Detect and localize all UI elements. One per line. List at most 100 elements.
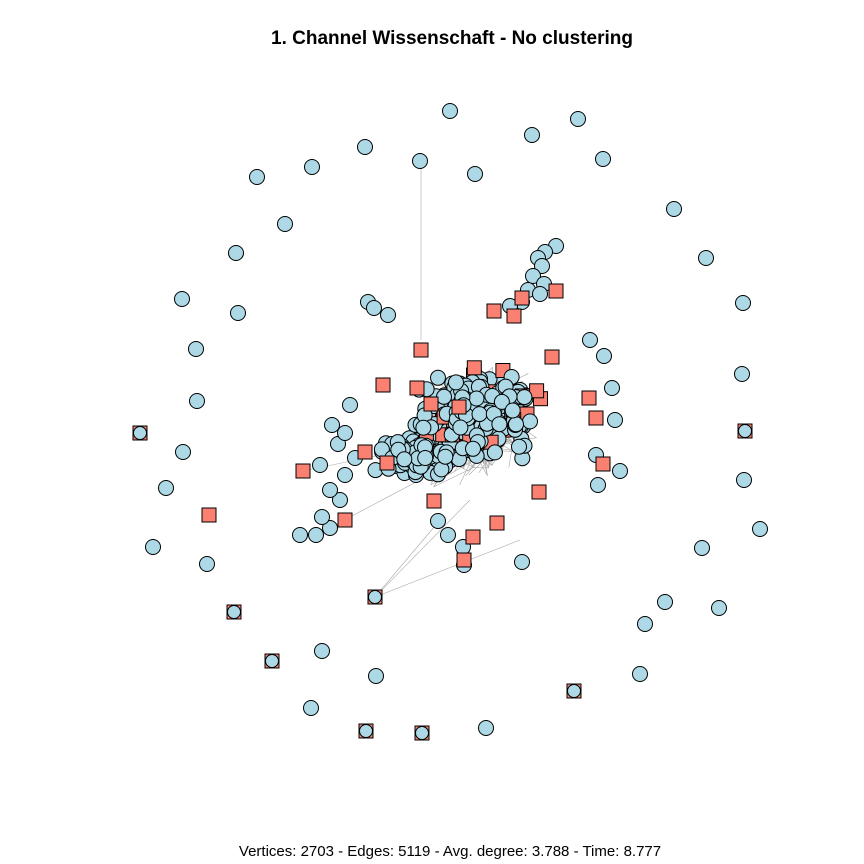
node-circle bbox=[532, 286, 548, 302]
node-square bbox=[456, 552, 472, 568]
node-square bbox=[531, 484, 547, 500]
node-circle bbox=[752, 521, 768, 537]
node-circle bbox=[337, 467, 353, 483]
node-circle bbox=[145, 539, 161, 555]
node-square bbox=[379, 455, 395, 471]
node-circle bbox=[698, 250, 714, 266]
node-square bbox=[413, 342, 429, 358]
node-circle bbox=[734, 366, 750, 382]
node-circle bbox=[612, 463, 628, 479]
node-circle bbox=[417, 450, 434, 466]
node-circle bbox=[486, 444, 503, 461]
node-circle bbox=[249, 169, 265, 185]
node-square bbox=[548, 283, 564, 299]
node-circle bbox=[471, 406, 488, 423]
node-circle bbox=[516, 389, 533, 406]
edge bbox=[374, 519, 441, 598]
node-circle bbox=[632, 666, 648, 682]
node-circle bbox=[534, 258, 550, 274]
node-circle bbox=[312, 457, 328, 473]
node-circle bbox=[357, 139, 373, 155]
node-circle bbox=[437, 448, 454, 465]
node-circle bbox=[158, 480, 174, 496]
node-circle bbox=[508, 416, 524, 433]
edge bbox=[374, 499, 471, 598]
node-square bbox=[529, 383, 545, 399]
node-circle bbox=[596, 348, 612, 364]
node-circle bbox=[736, 472, 752, 488]
plot-caption: Vertices: 2703 - Edges: 5119 - Avg. degr… bbox=[238, 843, 662, 860]
node-circle bbox=[380, 307, 396, 323]
node-circle bbox=[525, 268, 541, 284]
node-circle bbox=[265, 654, 279, 668]
node-circle bbox=[337, 425, 353, 441]
node-circle bbox=[478, 720, 494, 736]
node-circle bbox=[277, 216, 293, 232]
node-circle bbox=[442, 103, 458, 119]
node-circle bbox=[415, 419, 432, 436]
node-circle bbox=[188, 341, 204, 357]
node-square bbox=[357, 444, 373, 460]
node-circle bbox=[738, 424, 752, 438]
node-circle bbox=[304, 159, 320, 175]
node-circle bbox=[582, 332, 598, 348]
node-circle bbox=[412, 153, 428, 169]
node-circle bbox=[324, 417, 340, 433]
edge bbox=[433, 467, 474, 488]
node-circle bbox=[735, 295, 751, 311]
edge bbox=[374, 539, 521, 598]
node-circle bbox=[657, 594, 673, 610]
node-square bbox=[375, 377, 391, 393]
node-circle bbox=[396, 451, 413, 468]
node-circle bbox=[666, 201, 682, 217]
node-circle bbox=[430, 369, 446, 386]
node-circle bbox=[342, 397, 358, 413]
node-circle bbox=[465, 440, 481, 457]
node-square bbox=[486, 303, 502, 319]
node-square bbox=[201, 507, 217, 523]
node-circle bbox=[514, 554, 530, 570]
node-circle bbox=[314, 509, 330, 525]
node-square bbox=[423, 396, 439, 412]
node-square bbox=[451, 399, 467, 415]
node-circle bbox=[314, 643, 330, 659]
node-circle bbox=[604, 380, 620, 396]
node-circle bbox=[228, 245, 244, 261]
node-layer bbox=[132, 103, 768, 741]
node-circle bbox=[452, 419, 469, 436]
node-circle bbox=[440, 527, 456, 543]
node-circle bbox=[511, 438, 527, 455]
node-square bbox=[595, 456, 611, 472]
node-circle bbox=[199, 556, 215, 572]
node-circle bbox=[694, 540, 710, 556]
node-circle bbox=[524, 127, 540, 143]
node-square bbox=[409, 380, 425, 396]
node-circle bbox=[436, 388, 452, 405]
node-circle bbox=[189, 393, 205, 409]
node-circle bbox=[467, 166, 483, 182]
node-circle bbox=[175, 444, 191, 460]
node-square bbox=[295, 463, 311, 479]
node-circle bbox=[504, 402, 521, 419]
node-circle bbox=[303, 700, 319, 716]
node-circle bbox=[174, 291, 190, 307]
node-square bbox=[506, 308, 522, 324]
node-circle bbox=[522, 413, 538, 430]
node-circle bbox=[308, 527, 324, 543]
node-square bbox=[426, 493, 442, 509]
node-circle bbox=[595, 151, 611, 167]
node-circle bbox=[491, 416, 508, 433]
node-circle bbox=[607, 412, 623, 428]
node-circle bbox=[322, 520, 338, 536]
node-square bbox=[337, 512, 353, 528]
node-circle bbox=[590, 477, 606, 493]
node-circle bbox=[448, 374, 464, 391]
plot-title: 1. Channel Wissenschaft - No clustering bbox=[271, 28, 633, 49]
node-circle bbox=[415, 726, 429, 740]
node-circle bbox=[567, 684, 581, 698]
node-square bbox=[465, 529, 481, 545]
node-circle bbox=[359, 724, 373, 738]
node-circle bbox=[711, 600, 727, 616]
